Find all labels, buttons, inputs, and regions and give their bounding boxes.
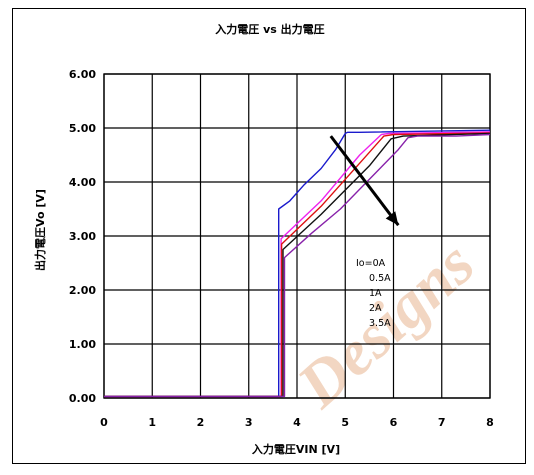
x-tick-labels: 0 1 2 3 4 5 6 7 8 (100, 416, 494, 429)
y-tick-label: 2.00 (69, 284, 96, 297)
annotation-arrow-head (385, 211, 399, 226)
x-axis-label: 入力電圧VIN [V] (252, 442, 340, 456)
grid-lines (103, 73, 491, 399)
y-tick-label: 5.00 (69, 122, 96, 135)
x-tick-label: 5 (341, 416, 349, 429)
x-tick-label: 0 (100, 416, 108, 429)
y-axis-label: 出力電圧Vo [V] (33, 189, 47, 271)
y-tick-labels: 0.00 1.00 2.00 3.00 4.00 5.00 6.00 (69, 68, 96, 405)
y-tick-label: 3.00 (69, 230, 96, 243)
annotations (329, 135, 400, 227)
y-tick-label: 6.00 (69, 68, 96, 81)
x-tick-label: 3 (245, 416, 253, 429)
y-tick-label: 0.00 (69, 392, 96, 405)
legend-entry: 0.5A (369, 273, 391, 284)
legend-entry: 1A (369, 288, 382, 299)
x-tick-label: 1 (148, 416, 156, 429)
chart-title: 入力電圧 vs 出力電圧 (215, 22, 324, 36)
x-tick-label: 2 (197, 416, 205, 429)
y-tick-label: 4.00 (69, 176, 96, 189)
x-tick-label: 4 (293, 416, 301, 429)
legend: Io=0A 0.5A 1A 2A 3.5A (356, 258, 391, 329)
series-lines (104, 129, 491, 398)
legend-entry: Io=0A (356, 258, 386, 269)
y-tick-label: 1.00 (69, 338, 96, 351)
plot-area-border (103, 73, 491, 399)
x-tick-label: 8 (486, 416, 494, 429)
series-line-4 (104, 133, 491, 398)
x-tick-label: 6 (390, 416, 398, 429)
legend-entry: 2A (369, 303, 382, 314)
x-tick-label: 7 (438, 416, 446, 429)
legend-entry: 3.5A (369, 318, 391, 329)
annotation-arrow-shaft (329, 135, 400, 227)
